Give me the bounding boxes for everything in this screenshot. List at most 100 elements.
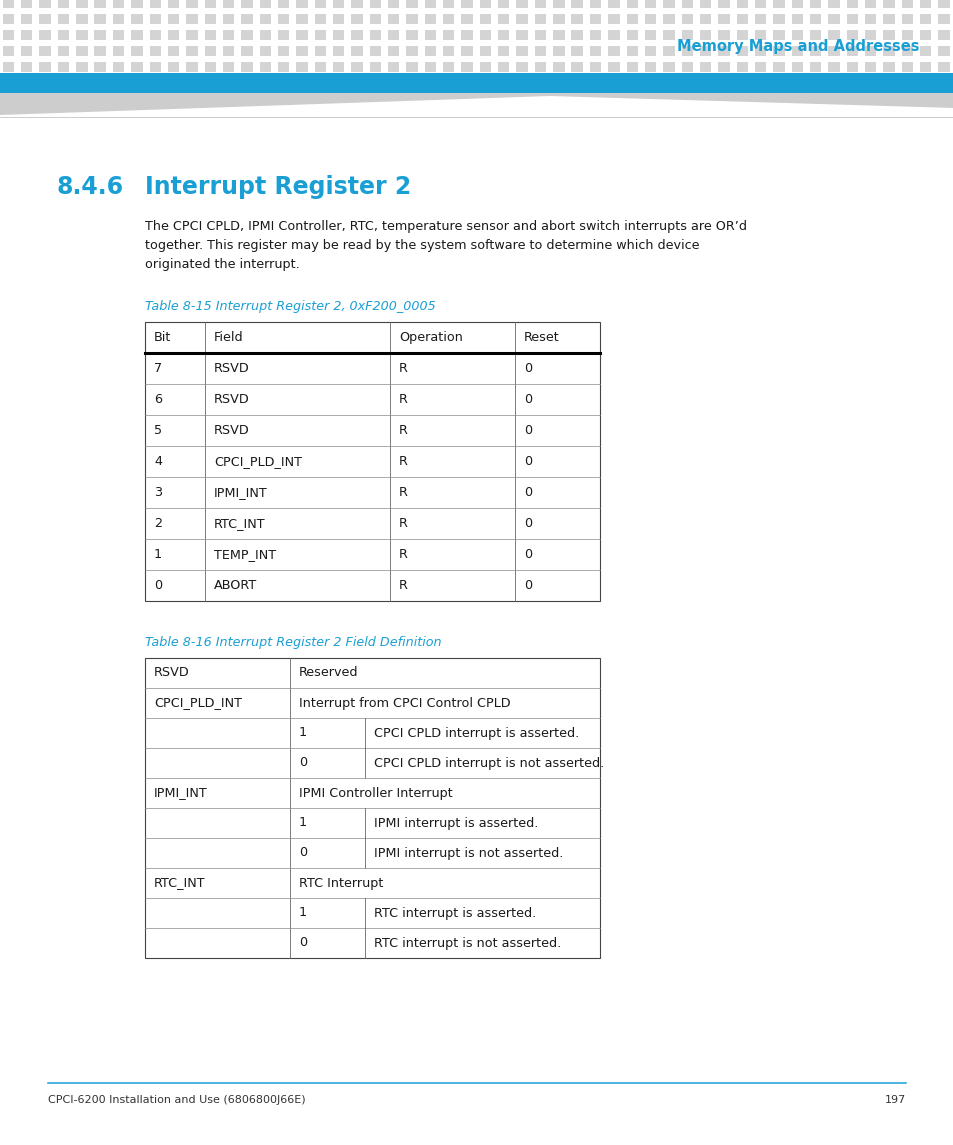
Bar [277,0,289,8]
Bar [3,30,14,40]
Bar [809,14,821,24]
Bar [516,30,527,40]
Bar [864,62,876,72]
Bar [864,14,876,24]
Text: R: R [398,548,408,561]
Bar [662,30,674,40]
Bar [607,14,618,24]
Bar [223,62,234,72]
Bar [718,62,729,72]
Bar [535,0,545,8]
Bar [168,62,179,72]
Bar [938,14,949,24]
Bar [204,0,215,8]
Text: 0: 0 [298,757,307,769]
Bar [424,0,436,8]
Bar [150,0,161,8]
Text: CPCI-6200 Installation and Use (6806800J66E): CPCI-6200 Installation and Use (6806800J… [48,1095,305,1105]
Polygon shape [0,93,953,114]
Bar [39,0,51,8]
Bar [259,0,271,8]
Bar [827,30,839,40]
Bar [296,14,307,24]
Bar [791,14,802,24]
Text: 0: 0 [523,548,532,561]
Bar [461,46,473,56]
Text: 1: 1 [298,726,307,740]
Bar [845,62,857,72]
Bar [76,46,88,56]
Bar [186,46,197,56]
Bar [186,30,197,40]
Bar [864,46,876,56]
Text: 0: 0 [298,937,307,949]
Bar [773,62,783,72]
Bar [259,30,271,40]
Bar [882,30,894,40]
Bar [809,0,821,8]
Text: RTC_INT: RTC_INT [213,518,265,530]
Text: Table 8-16 Interrupt Register 2 Field Definition: Table 8-16 Interrupt Register 2 Field De… [145,635,441,649]
Text: 2: 2 [153,518,162,530]
Bar [442,0,454,8]
Bar [442,62,454,72]
Bar [21,46,32,56]
Bar [589,30,600,40]
Bar [553,46,564,56]
Bar [58,14,69,24]
Bar [736,46,747,56]
Bar [3,62,14,72]
Bar [626,46,638,56]
Bar [388,46,399,56]
Bar [736,30,747,40]
Bar [718,0,729,8]
Bar [553,0,564,8]
Text: 0: 0 [153,579,162,592]
Bar [131,62,142,72]
Bar [94,62,106,72]
Text: 0: 0 [298,846,307,860]
Bar [809,46,821,56]
Bar [259,14,271,24]
Bar [333,62,344,72]
Bar [626,14,638,24]
Bar [754,14,765,24]
Bar [277,30,289,40]
Text: 0: 0 [523,393,532,406]
Bar [497,46,509,56]
Bar [938,62,949,72]
Text: IPMI_INT: IPMI_INT [213,485,268,499]
Bar [204,14,215,24]
Bar [644,62,656,72]
Bar [644,14,656,24]
Bar [461,0,473,8]
Bar [497,30,509,40]
Bar [662,62,674,72]
Text: 0: 0 [523,424,532,437]
Bar [479,14,491,24]
Bar [901,30,912,40]
Bar [58,30,69,40]
Bar [369,62,380,72]
Bar [773,30,783,40]
Bar [497,62,509,72]
Text: 1: 1 [153,548,162,561]
Bar [680,46,692,56]
Text: R: R [398,485,408,499]
Bar [938,0,949,8]
Bar [296,30,307,40]
Text: 3: 3 [153,485,162,499]
Bar [39,30,51,40]
Bar [442,14,454,24]
Bar [754,30,765,40]
Bar [516,62,527,72]
Bar [21,62,32,72]
Bar [223,30,234,40]
Bar [882,0,894,8]
Text: Field: Field [213,331,243,344]
Bar [479,46,491,56]
Bar [901,14,912,24]
Bar [864,30,876,40]
Bar [277,62,289,72]
Bar [296,46,307,56]
